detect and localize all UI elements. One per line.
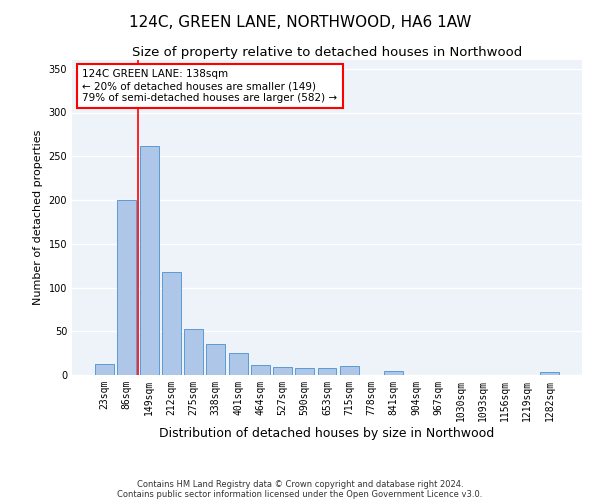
Bar [251,366,270,375]
Bar [273,367,292,375]
Text: Contains HM Land Registry data © Crown copyright and database right 2024.
Contai: Contains HM Land Registry data © Crown c… [118,480,482,499]
X-axis label: Distribution of detached houses by size in Northwood: Distribution of detached houses by size … [160,426,494,440]
Text: 124C GREEN LANE: 138sqm
← 20% of detached houses are smaller (149)
79% of semi-d: 124C GREEN LANE: 138sqm ← 20% of detache… [82,70,337,102]
Bar [140,146,158,375]
Title: Size of property relative to detached houses in Northwood: Size of property relative to detached ho… [132,46,522,59]
Bar [184,328,203,375]
Bar [118,200,136,375]
Bar [295,368,314,375]
Bar [229,353,248,375]
Bar [540,372,559,375]
Text: 124C, GREEN LANE, NORTHWOOD, HA6 1AW: 124C, GREEN LANE, NORTHWOOD, HA6 1AW [129,15,471,30]
Bar [384,370,403,375]
Bar [206,344,225,375]
Bar [317,368,337,375]
Bar [162,272,181,375]
Bar [340,366,359,375]
Y-axis label: Number of detached properties: Number of detached properties [33,130,43,305]
Bar [95,364,114,375]
